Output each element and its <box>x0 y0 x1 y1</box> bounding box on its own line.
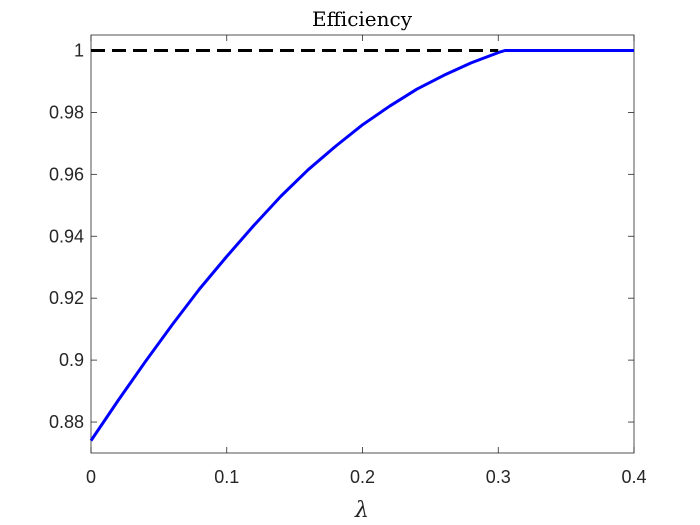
x-tick-label: 0.1 <box>214 467 239 487</box>
x-tick-label: 0.3 <box>486 467 511 487</box>
x-tick-label: 0 <box>86 467 96 487</box>
plot-area: 0 0.1 0.2 0.3 0.4 0.88 0.9 0.92 0.94 0.96 0.98 1 <box>49 34 647 487</box>
y-tick-label: 0.92 <box>49 288 84 308</box>
efficiency-curve <box>89 49 634 442</box>
y-tick-label: 0.9 <box>59 350 84 370</box>
y-tick-label: 0.96 <box>49 164 84 184</box>
plot-frame <box>90 34 635 454</box>
y-tick-label: 0.88 <box>49 412 84 432</box>
x-axis-label: λ <box>354 498 369 523</box>
x-tick-label: 0.4 <box>621 467 646 487</box>
y-tick-label: 1 <box>74 40 84 60</box>
y-tick-label: 0.98 <box>49 102 84 122</box>
chart-title: Efficiency <box>312 7 413 31</box>
y-tick-label: 0.94 <box>49 226 84 246</box>
x-tick-label: 0.2 <box>350 467 375 487</box>
